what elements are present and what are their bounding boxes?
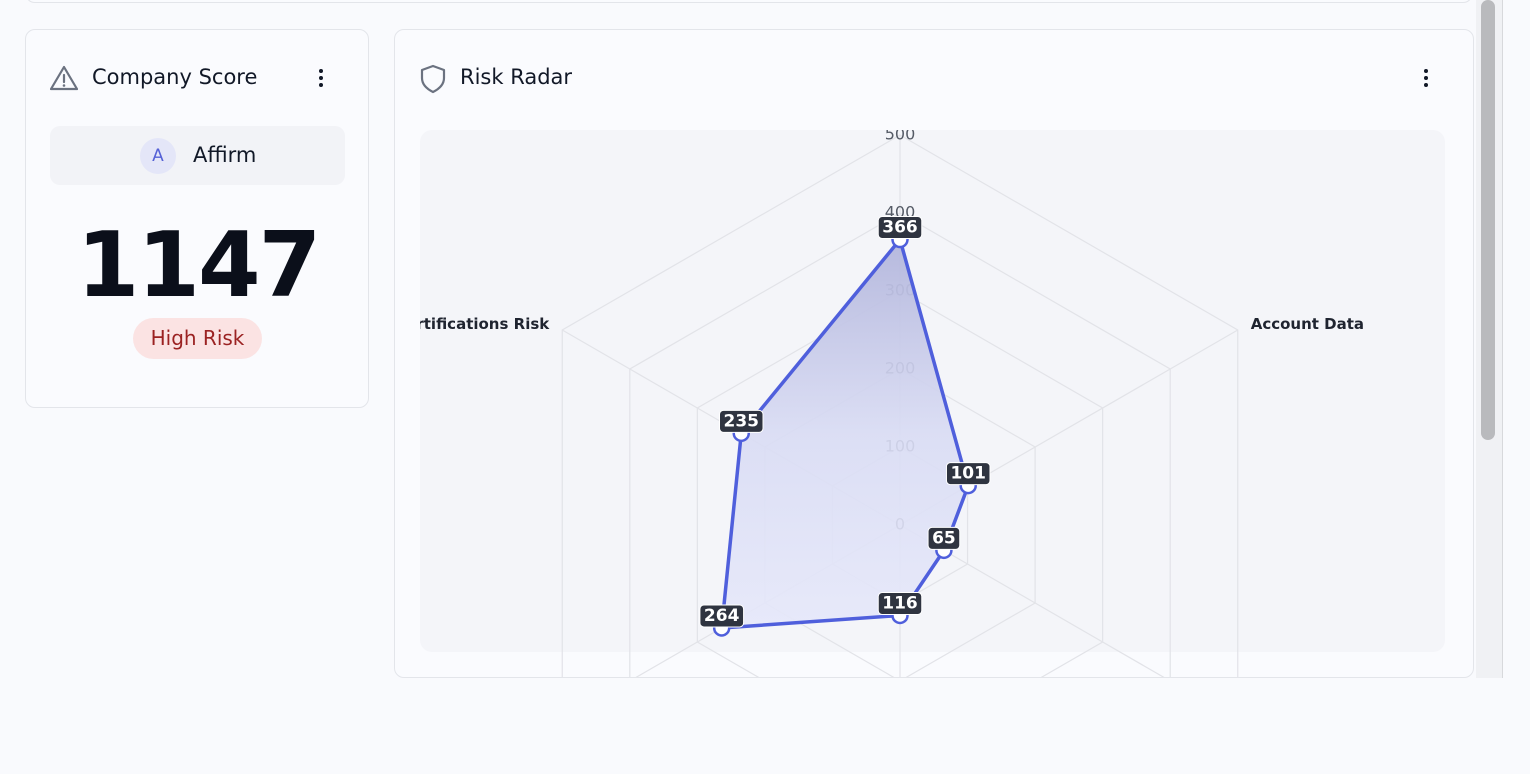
- company-card: Company Score A Affirm 1147 High Risk: [25, 29, 369, 408]
- axis-label: Account Data: [1251, 315, 1364, 333]
- value-label-box: [877, 591, 923, 615]
- risk-badge: High Risk: [133, 318, 262, 359]
- score: 1147: [76, 213, 322, 318]
- card-title: Risk Radar: [460, 65, 573, 89]
- value-label: 235: [724, 411, 760, 431]
- company-chip[interactable]: A Affirm: [50, 126, 345, 185]
- scrollbar-track: [1476, 0, 1502, 678]
- value-label-box: [927, 526, 961, 550]
- value-label: 101: [950, 464, 986, 484]
- shield-icon: [420, 64, 446, 94]
- value-label-box: [945, 462, 991, 486]
- value-label: 264: [704, 606, 740, 626]
- divider: [1502, 0, 1503, 678]
- warning-icon: [50, 65, 78, 91]
- value-label-box: [699, 604, 745, 628]
- value-label: 65: [932, 528, 956, 548]
- scrollbar-thumb[interactable]: [1481, 0, 1495, 440]
- value-label-box: [877, 216, 923, 240]
- value-label: 116: [882, 593, 918, 613]
- value-label-box: [719, 409, 764, 433]
- axis-label: Certifications Risk: [395, 315, 550, 333]
- avatar: A: [140, 138, 176, 174]
- menu-button[interactable]: [319, 69, 323, 90]
- menu-button[interactable]: [1424, 69, 1428, 90]
- value-label: 366: [882, 218, 918, 238]
- r-tick-label: 500: [885, 125, 916, 144]
- card-title: Company Score: [92, 65, 258, 89]
- spoke: [899, 524, 1165, 677]
- company-name: Affirm: [193, 143, 257, 167]
